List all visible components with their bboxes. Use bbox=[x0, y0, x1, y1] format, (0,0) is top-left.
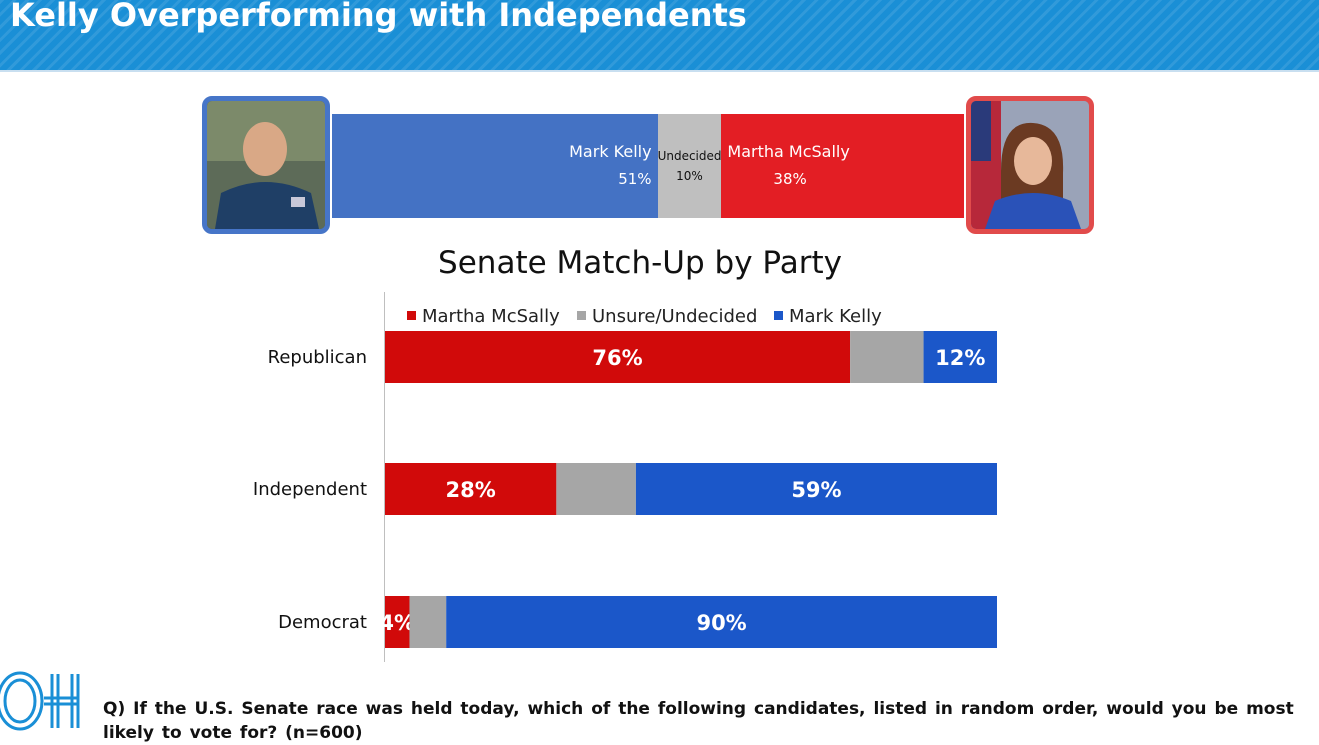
data-label-republican-martha-mcsally: 76% bbox=[592, 346, 642, 370]
topline-value-undecided: 10% bbox=[676, 169, 703, 183]
data-label-democrat-martha-mcsally: 4% bbox=[379, 611, 415, 635]
bar-independent-martha-mcsally bbox=[385, 463, 557, 515]
bar-republican-unsure-undecided bbox=[850, 331, 924, 383]
topline-value-mark-kelly: 51% bbox=[618, 170, 652, 188]
bar-independent-unsure-undecided bbox=[556, 463, 636, 515]
martha-mcsally-photo bbox=[966, 96, 1094, 234]
oh-predictive-logo bbox=[0, 671, 80, 731]
legend-swatch-mark-kelly bbox=[774, 311, 783, 320]
category-label-republican: Republican bbox=[268, 347, 367, 368]
data-label-independent-mark-kelly: 59% bbox=[791, 478, 841, 502]
topline-name-martha-mcsally: Martha McSally bbox=[727, 142, 850, 161]
bar-republican-mark-kelly bbox=[923, 331, 997, 383]
topline-value-martha-mcsally: 38% bbox=[773, 170, 807, 188]
topline-segment-martha-mcsally: Martha McSally 38% bbox=[721, 114, 964, 218]
legend-label-unsure-undecided: Unsure/Undecided bbox=[592, 306, 758, 327]
legend-swatch-unsure-undecided bbox=[577, 311, 586, 320]
data-label-republican-mark-kelly: 12% bbox=[935, 346, 985, 370]
category-label-democrat: Democrat bbox=[278, 612, 367, 633]
data-label-democrat-mark-kelly: 90% bbox=[696, 611, 746, 635]
bar-independent-mark-kelly bbox=[635, 463, 997, 515]
chart-title: Senate Match-Up by Party bbox=[438, 245, 842, 281]
legend-item-martha-mcsally: Martha McSally bbox=[407, 306, 560, 327]
legend-swatch-martha-mcsally bbox=[407, 311, 416, 320]
data-label-independent-martha-mcsally: 28% bbox=[446, 478, 496, 502]
legend-label-mark-kelly: Mark Kelly bbox=[789, 306, 882, 327]
page-title: Kelly Overperforming with Independents bbox=[10, 0, 747, 34]
bar-democrat-mark-kelly bbox=[446, 596, 997, 648]
bar-democrat-martha-mcsally bbox=[385, 596, 410, 648]
bar-democrat-unsure-undecided bbox=[409, 596, 447, 648]
legend-item-unsure-undecided: Unsure/Undecided bbox=[577, 306, 757, 327]
topline-segment-undecided: Undecided 10% bbox=[657, 114, 722, 218]
legend-item-mark-kelly: Mark Kelly bbox=[774, 306, 882, 327]
topline-name-mark-kelly: Mark Kelly bbox=[569, 142, 652, 161]
title-banner: Kelly Overperforming with Independents bbox=[0, 0, 1319, 72]
topline-bar: Mark Kelly 51% Undecided 10% Martha McSa… bbox=[332, 114, 964, 218]
legend-label-martha-mcsally: Martha McSally bbox=[422, 306, 560, 327]
topline-name-undecided: Undecided bbox=[657, 149, 722, 163]
mark-kelly-photo bbox=[202, 96, 330, 234]
topline-segment-mark-kelly: Mark Kelly 51% bbox=[332, 114, 658, 218]
survey-question: Q) If the U.S. Senate race was held toda… bbox=[103, 699, 1294, 743]
bar-republican-martha-mcsally bbox=[385, 331, 851, 383]
category-label-independent: Independent bbox=[253, 479, 367, 500]
